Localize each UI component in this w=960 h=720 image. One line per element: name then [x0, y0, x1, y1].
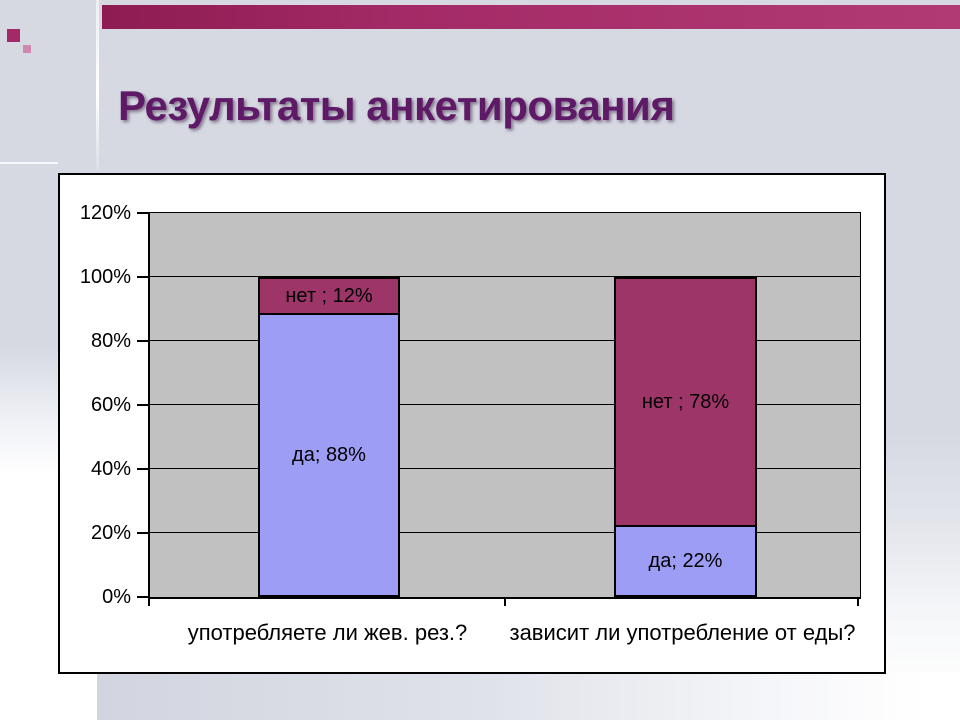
x-tick: [857, 599, 859, 606]
y-axis-label-20: 20%: [90, 522, 131, 544]
y-tick: [137, 596, 150, 598]
bar2-net-segment: нет ; 78%: [614, 277, 757, 527]
bar1-da-label: да; 88%: [292, 443, 366, 466]
y-tick: [137, 340, 150, 342]
bar2-net-label: нет ; 78%: [641, 390, 730, 413]
accent-square-large: [7, 29, 20, 42]
x-axis-category-2: зависит ли употребление от еды?: [509, 620, 856, 645]
y-tick: [137, 404, 150, 406]
y-tick: [137, 532, 150, 534]
y-axis-label-60: 60%: [90, 394, 131, 416]
x-tick: [504, 599, 506, 606]
y-tick: [137, 276, 150, 278]
bar1-net-label: нет ; 12%: [285, 284, 373, 307]
x-axis-category-1: употребляете ли жев. рез.?: [187, 620, 468, 645]
y-tick: [137, 468, 150, 470]
horizontal-guide-line: [0, 162, 58, 164]
y-axis-label-80: 80%: [90, 330, 131, 352]
gridline-80: [150, 340, 860, 341]
gridline-100: [150, 276, 860, 277]
bar2-da-label: да; 22%: [648, 549, 723, 572]
y-axis-label-100: 100%: [79, 266, 131, 288]
top-accent-bar: [102, 5, 960, 29]
bar-chewing-gum-usage: нет ; 12% да; 88%: [258, 277, 400, 597]
gridline-20: [150, 532, 860, 533]
bar1-net-segment: нет ; 12%: [258, 277, 400, 315]
plot-area: нет ; 12% да; 88% нет ; 78% да; 22%: [148, 212, 861, 599]
vertical-guide-line: [96, 0, 99, 170]
y-tick: [137, 212, 150, 214]
chart-frame: нет ; 12% да; 88% нет ; 78% да; 22% 120%…: [58, 173, 886, 674]
y-axis-label-40: 40%: [90, 458, 131, 480]
x-tick: [148, 599, 150, 606]
gridline-60: [150, 404, 860, 405]
accent-square-small: [23, 45, 31, 53]
bar-food-dependency: нет ; 78% да; 22%: [614, 277, 757, 597]
y-axis-label-0: 0%: [102, 586, 131, 608]
bar2-da-segment: да; 22%: [614, 527, 757, 597]
bar1-da-segment: да; 88%: [258, 315, 400, 597]
gridline-40: [150, 468, 860, 469]
background-bottom-band: [97, 672, 960, 720]
y-axis-label-120: 120%: [79, 202, 131, 224]
slide-title: Результаты анкетирования: [118, 82, 675, 129]
